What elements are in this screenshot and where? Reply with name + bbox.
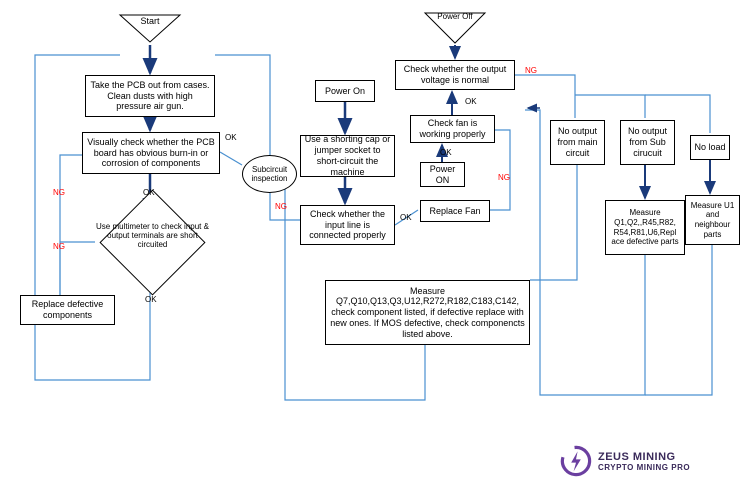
node-shorting-cap: Use a shorting cap or jumper socket to s… xyxy=(300,135,395,177)
node-power-on2: Power ON xyxy=(420,162,465,187)
label-ng-2: NG xyxy=(53,242,65,251)
start-label: Start xyxy=(135,16,165,26)
node-check-input-line: Check whether the input line is connecte… xyxy=(300,205,395,245)
node-check-fan: Check fan is working properly xyxy=(410,115,495,143)
logo-text: ZEUS MINING CRYPTO MINING PRO xyxy=(598,451,690,472)
node-measure-u1: Measure U1 and neighbour parts xyxy=(685,195,740,245)
node-multimeter-label: Use multimeter to check input & output t… xyxy=(95,222,210,249)
node-check-voltage: Check whether the output voltage is norm… xyxy=(395,60,515,90)
label-ok-4: OK xyxy=(465,97,477,106)
label-ng-5: NG xyxy=(498,173,510,182)
node-subcircuit: Subcircuit inspection xyxy=(242,155,297,193)
node-no-output-sub: No output from Sub cirucuit xyxy=(620,120,675,165)
node-visual-check: Visually check whether the PCB board has… xyxy=(82,132,220,174)
label-ok-2: OK xyxy=(225,133,237,142)
node-take-pcb: Take the PCB out from cases. Clean dusts… xyxy=(85,75,215,117)
poweroff-label: Power Off xyxy=(437,13,473,21)
label-ng-4: NG xyxy=(525,66,537,75)
label-ok-1: OK xyxy=(143,188,155,197)
node-measure-q7: Measure Q7,Q10,Q13,Q3,U12,R272,R182,C183… xyxy=(325,280,530,345)
label-ok-3: OK xyxy=(145,295,157,304)
label-ng-3: NG xyxy=(275,202,287,211)
logo-line1: ZEUS MINING xyxy=(598,451,690,463)
label-ok-5: OK xyxy=(440,148,452,157)
label-ok-6: OK xyxy=(400,213,412,222)
label-ng-1: NG xyxy=(53,188,65,197)
node-replace-fan: Replace Fan xyxy=(420,200,490,222)
node-replace-defective: Replace defective components xyxy=(20,295,115,325)
node-measure-q1: Measure Q1,Q2,,R45,R82, R54,R81,U6,Repl … xyxy=(605,200,685,255)
logo-line2: CRYPTO MINING PRO xyxy=(598,463,690,472)
node-power-on: Power On xyxy=(315,80,375,102)
node-no-output-main: No output from main circuit xyxy=(550,120,605,165)
lightning-icon xyxy=(560,445,592,477)
zeus-logo: ZEUS MINING CRYPTO MINING PRO xyxy=(560,445,690,477)
node-no-load: No load xyxy=(690,135,730,160)
